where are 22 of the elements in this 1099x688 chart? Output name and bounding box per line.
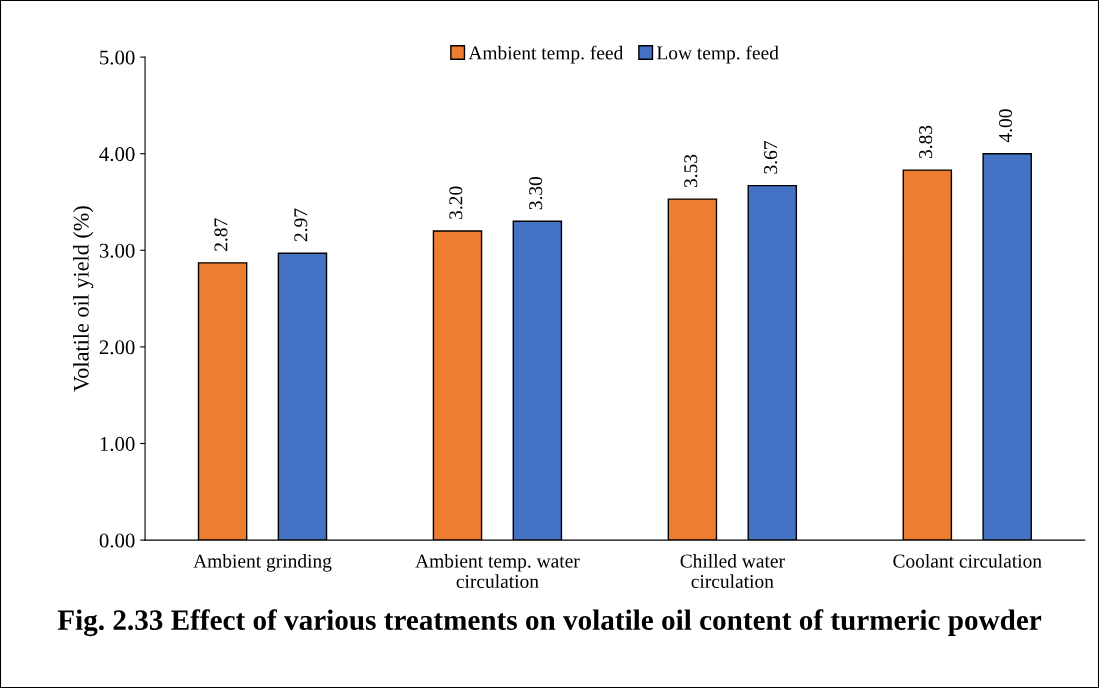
data-label: 4.00 bbox=[998, 109, 1013, 143]
y-tick-label: 1.00 bbox=[100, 436, 135, 452]
legend-label: Ambient temp. feed bbox=[468, 45, 624, 64]
x-tick-label: Ambient grinding bbox=[193, 553, 332, 572]
data-label: 3.67 bbox=[764, 141, 778, 174]
y-tick-label: 0.00 bbox=[99, 533, 135, 548]
data-label: 3.53 bbox=[684, 154, 698, 188]
data-label: 3.83 bbox=[919, 125, 933, 159]
data-label: 2.97 bbox=[294, 208, 308, 242]
y-tick-label: 4.00 bbox=[99, 147, 135, 162]
legend-label: Low temp. feed bbox=[656, 45, 779, 64]
y-tick-label: 5.00 bbox=[100, 50, 135, 65]
x-tick-label: Chilled water circulation bbox=[680, 553, 785, 588]
y-tick-label: 2.00 bbox=[99, 340, 135, 355]
y-axis-title: Volatile oil yield (%) bbox=[73, 206, 94, 392]
data-label: 3.20 bbox=[449, 186, 463, 219]
text: Fig. 2.33 Effect of various treatments on volatile oil content of turmeric powder bbox=[57, 609, 1042, 637]
x-tick-label: Coolant circulation bbox=[893, 553, 1042, 568]
data-label: 3.30 bbox=[529, 176, 543, 210]
y-tick-label: 3.00 bbox=[99, 243, 135, 258]
x-tick-label: Ambient temp. water circulation bbox=[415, 553, 580, 588]
data-label: 2.87 bbox=[214, 218, 228, 251]
